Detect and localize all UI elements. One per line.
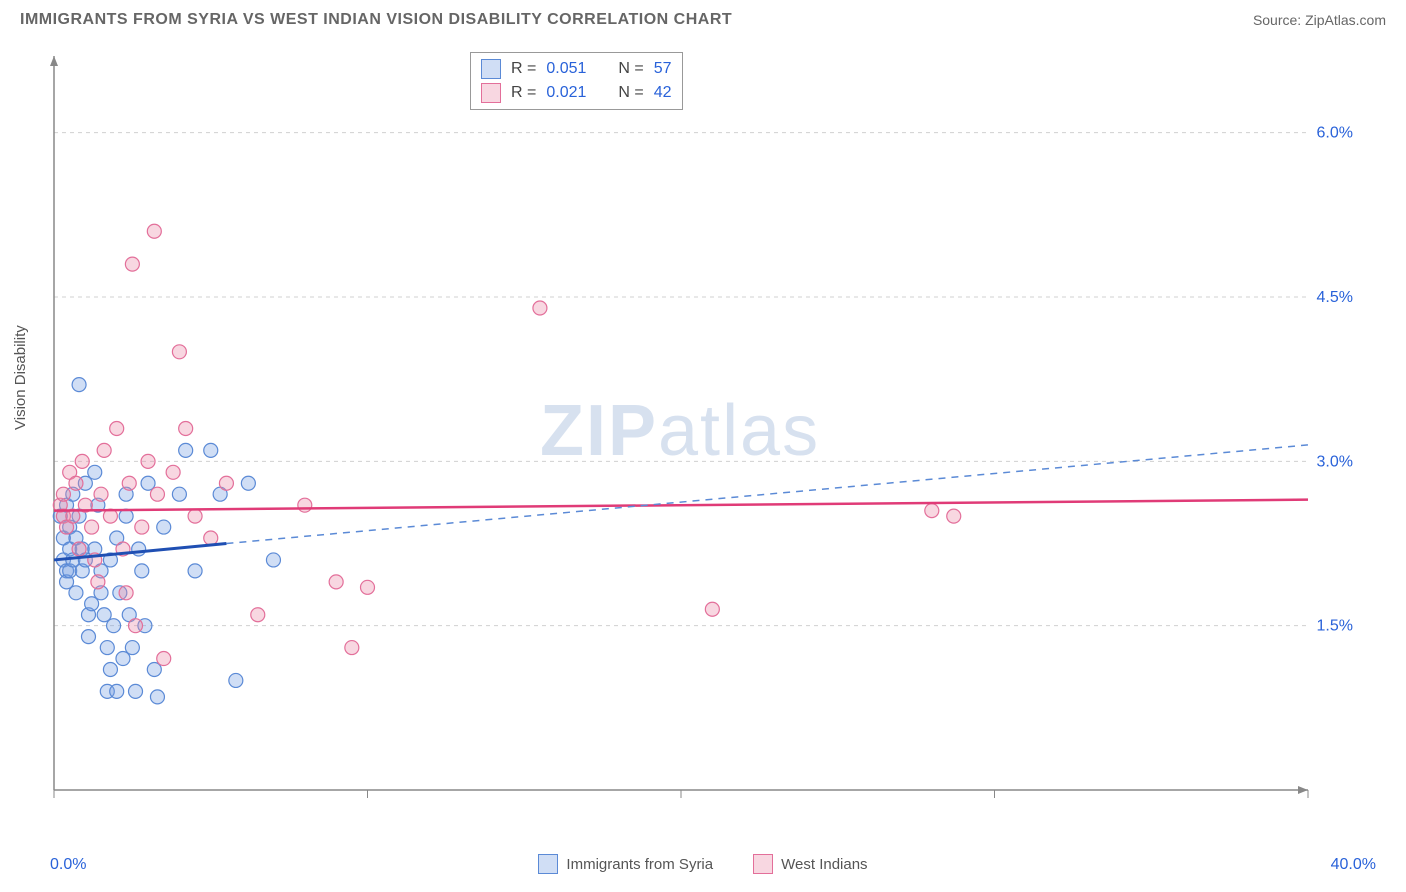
legend-item-2: West Indians xyxy=(753,854,867,874)
chart-plot: 1.5% 3.0% 4.5% 6.0% xyxy=(48,50,1368,810)
n-value-1: 57 xyxy=(654,60,672,78)
r-label-2: R = xyxy=(511,84,536,102)
bottom-legend: Immigrants from Syria West Indians xyxy=(0,854,1406,874)
source-label: Source: ZipAtlas.com xyxy=(1253,12,1386,28)
svg-text:3.0%: 3.0% xyxy=(1317,453,1353,470)
r-value-2: 0.021 xyxy=(546,84,586,102)
swatch-series1-icon xyxy=(538,854,558,874)
swatch-series1 xyxy=(481,59,501,79)
r-value-1: 0.051 xyxy=(546,60,586,78)
n-value-2: 42 xyxy=(654,84,672,102)
swatch-series2-icon xyxy=(753,854,773,874)
svg-text:4.5%: 4.5% xyxy=(1317,289,1353,306)
r-label-1: R = xyxy=(511,60,536,78)
legend-label-1: Immigrants from Syria xyxy=(566,856,713,873)
n-label-2: N = xyxy=(618,84,643,102)
svg-text:1.5%: 1.5% xyxy=(1317,618,1353,635)
n-label-1: N = xyxy=(618,60,643,78)
swatch-series2 xyxy=(481,83,501,103)
stats-row-2: R = 0.021 N = 42 xyxy=(481,81,672,105)
svg-text:6.0%: 6.0% xyxy=(1317,125,1353,142)
stats-row-1: R = 0.051 N = 57 xyxy=(481,57,672,81)
chart-title: IMMIGRANTS FROM SYRIA VS WEST INDIAN VIS… xyxy=(20,11,732,29)
stats-legend: R = 0.051 N = 57 R = 0.021 N = 42 xyxy=(470,52,683,110)
y-axis-label: Vision Disability xyxy=(12,325,29,430)
legend-item-1: Immigrants from Syria xyxy=(538,854,713,874)
scatter-svg: 1.5% 3.0% 4.5% 6.0% xyxy=(48,50,1368,810)
legend-label-2: West Indians xyxy=(781,856,867,873)
